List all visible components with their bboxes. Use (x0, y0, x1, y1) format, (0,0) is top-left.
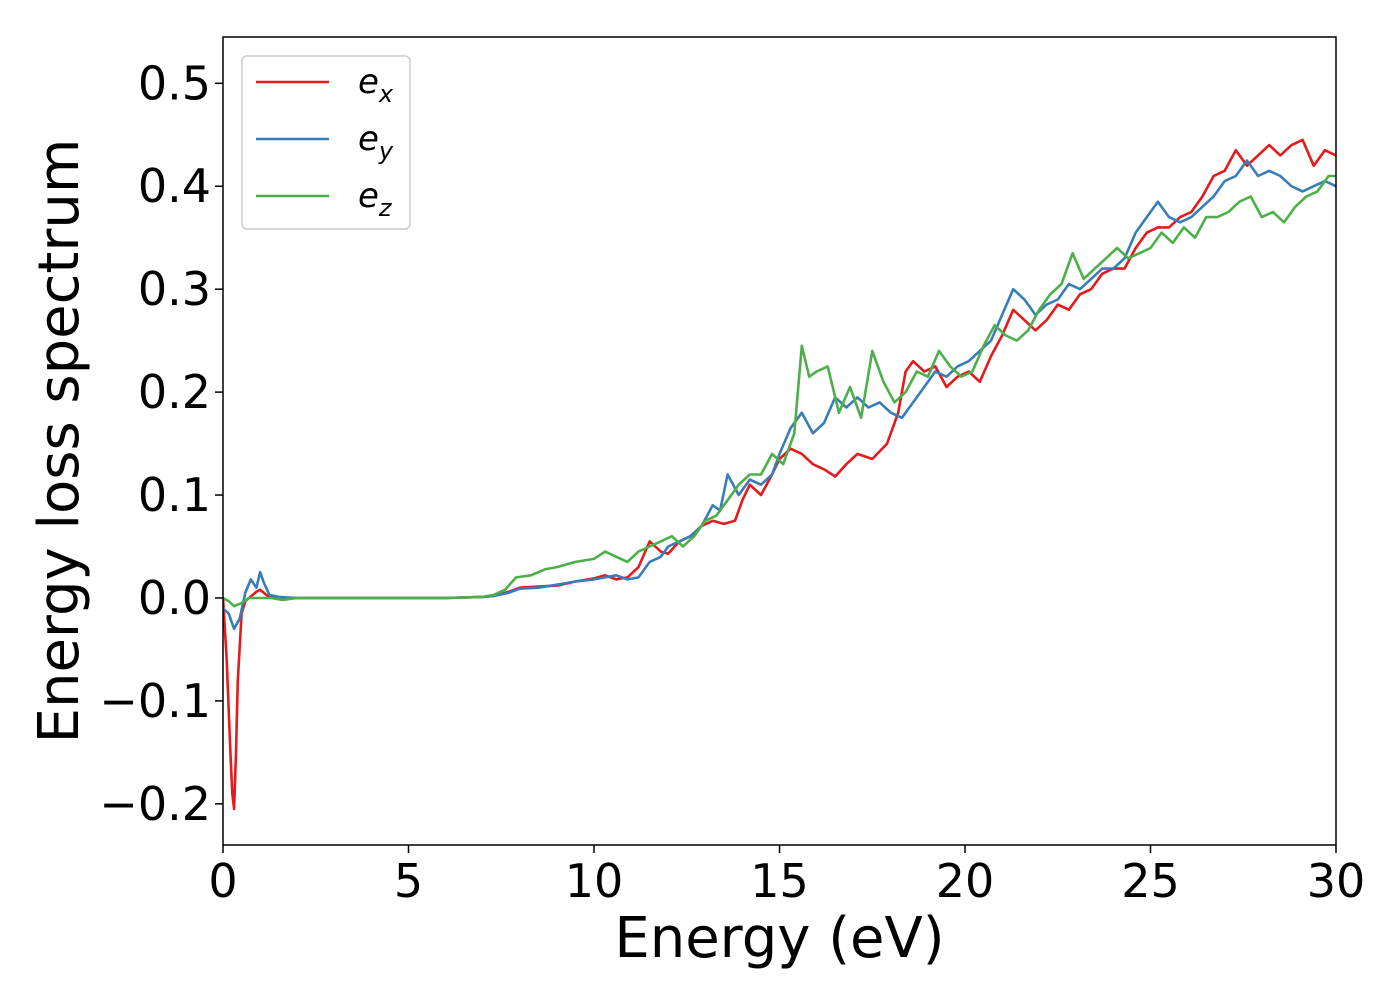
legend-label-y: ey (358, 119, 394, 165)
y-tick-label: 0.4 (138, 159, 211, 213)
legend: ex ey ez (241, 55, 411, 230)
y-axis-ticks: −0.2 −0.1 0.0 0.1 0.2 0.3 0.4 0.5 (99, 56, 223, 831)
y-tick-label: 0.2 (138, 365, 211, 419)
y-tick-label: −0.1 (99, 674, 211, 728)
x-tick-label: 20 (936, 854, 995, 908)
x-tick-label: 5 (394, 854, 423, 908)
x-tick-label: 10 (565, 854, 624, 908)
y-tick-label: −0.2 (99, 777, 211, 831)
legend-box (241, 55, 411, 230)
y-tick-label: 0.5 (138, 56, 211, 110)
series-line-z (223, 174, 1336, 608)
y-tick-label: 0.1 (138, 468, 211, 522)
y-axis-title: Energy loss spectrum (27, 139, 92, 744)
series-layer (223, 138, 1336, 811)
x-axis-ticks: 0 5 10 15 20 25 30 (208, 845, 1365, 908)
y-tick-label: 0.3 (138, 262, 211, 316)
x-axis-title: Energy (eV) (614, 906, 944, 971)
legend-label-z: ez (358, 176, 393, 222)
y-tick-label: 0.0 (138, 571, 211, 625)
x-tick-label: 30 (1307, 854, 1366, 908)
x-tick-label: 0 (208, 854, 237, 908)
x-tick-label: 25 (1121, 854, 1180, 908)
legend-label-x: ex (358, 62, 394, 108)
x-tick-label: 15 (750, 854, 809, 908)
